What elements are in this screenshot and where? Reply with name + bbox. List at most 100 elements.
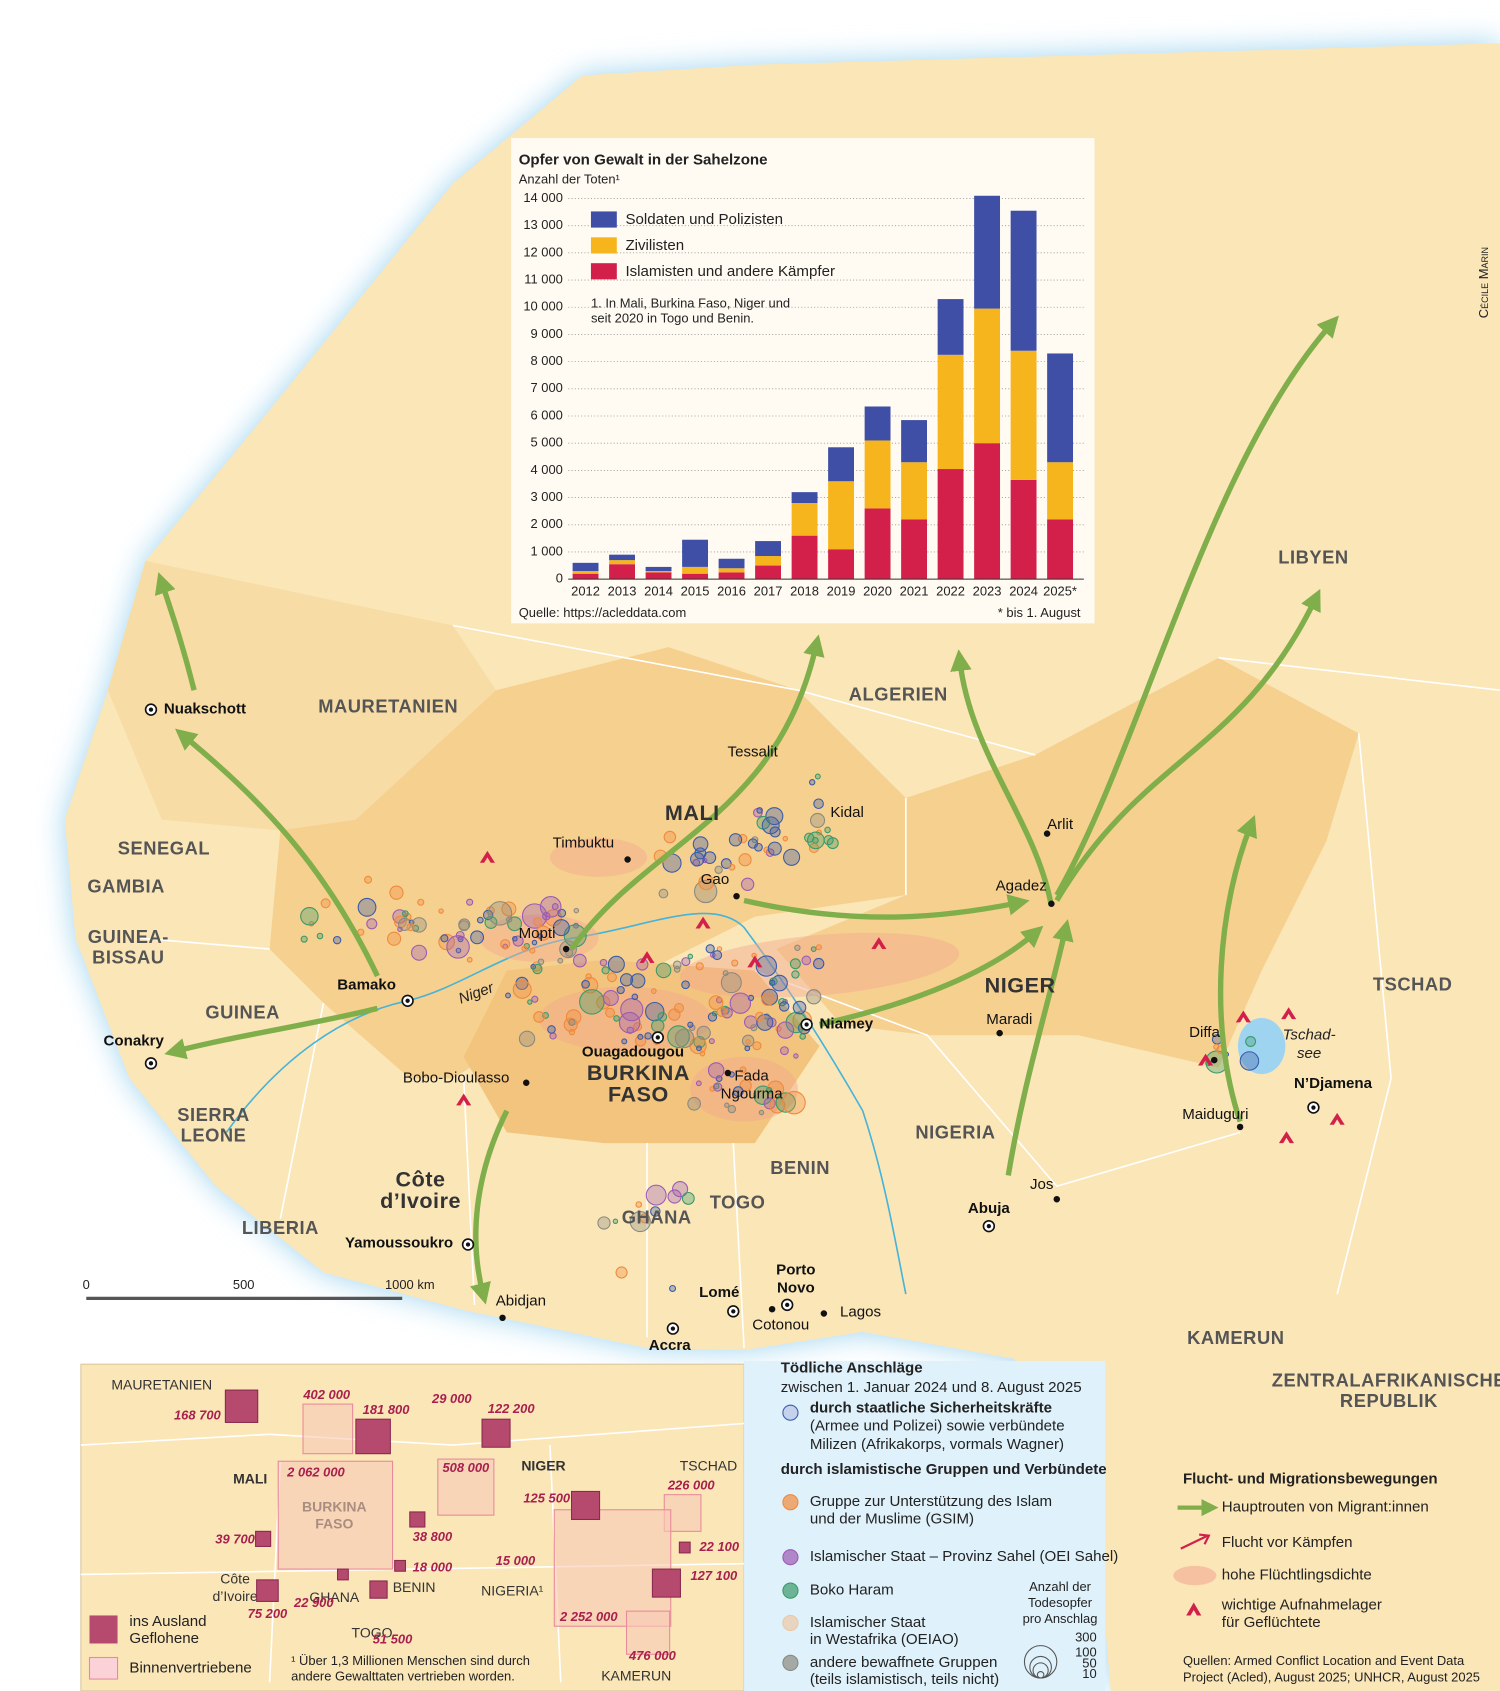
attack-dots [300,773,1260,1292]
y-tick-label: 12 000 [523,244,563,259]
city-label: N’Djamena [1294,1075,1373,1092]
attack-dot [708,995,724,1010]
attack-dot [612,1218,619,1224]
legend-text: Hauptrouten von Migrant:innen [1222,1499,1429,1516]
bar-segment [1047,462,1074,520]
attack-dot [613,1015,620,1022]
size-label: 50 [1082,1655,1096,1670]
inset-label: NIGER [521,1457,565,1473]
attack-dot [729,992,752,1014]
city-label: Fada [734,1067,769,1084]
internal-number: 476 000 [628,1648,677,1663]
legend-text: und der Muslime (GSIM) [810,1510,974,1527]
city-dot [1053,1195,1061,1203]
attack-dot [672,1181,689,1198]
y-tick-label: 8 000 [531,353,563,368]
internal-box [277,1460,394,1570]
country-label: ALGERIEN [849,683,948,704]
country-label: BISSAU [92,947,165,968]
bar-segment [609,564,635,580]
country-label: MAURETANIEN [318,695,458,716]
legend-swatch [590,211,617,228]
attack-dot [458,918,471,931]
attack-dot [739,1066,747,1074]
y-tick-label: 14 000 [523,190,563,205]
chart-footnote: * bis 1. August [998,605,1081,620]
bar-segment [864,406,891,441]
country-label: GUINEA- [88,926,169,947]
inset-label: d’Ivoire [213,1588,258,1604]
inset-footnote: andere Gewalttaten vertrieben worden. [291,1668,515,1683]
city-dot [1236,1123,1244,1131]
attack-dot [533,917,543,927]
bar-segment [937,469,964,580]
attack-dot [792,1000,807,1015]
bar-segment [718,568,745,573]
y-tick-label: 1 000 [531,543,563,558]
city-dot-center [670,1326,676,1331]
attack-dot [605,1007,616,1018]
attack-dot [708,1038,715,1045]
attack-dot [537,933,544,939]
attack-dot [551,903,559,910]
attack-dot [673,1002,685,1014]
bar-segment [682,539,708,567]
internal-number: 402 000 [302,1387,351,1402]
attack-dot [397,926,403,933]
attack-dot [696,1045,702,1052]
attack-dot [732,1086,744,1097]
attack-dot [1239,1051,1260,1071]
chart-note: seit 2020 in Togo und Benin. [591,311,754,326]
legend-dot [782,1404,799,1421]
attack-dot [300,935,308,943]
legend-text: Boko Haram [810,1582,894,1599]
country-label: REPUBLIK [1340,1390,1438,1411]
attack-dot [512,979,532,999]
attack-dot [521,945,528,952]
scale-label: 0 [83,1277,90,1292]
size-title: Todesopfer [1028,1595,1093,1610]
legend-title: Flucht- und Migrationsbewegungen [1183,1471,1438,1488]
attack-dot [446,935,470,959]
camp-icon [479,850,495,863]
attack-dot [389,885,404,900]
inset-label: TSCHAD [680,1457,738,1473]
city-label: Abuja [968,1200,1010,1217]
bar-segment [1047,353,1074,463]
inset: MAURETANIENMALIBURKINAFASONIGERTSCHADCôt… [88,1376,740,1684]
attack-dot [695,1080,702,1087]
inset-label: NIGERIA¹ [481,1582,544,1598]
city-dot [523,1079,530,1086]
country-label: d’Ivoire [380,1188,461,1213]
city-label: Maradi [986,1011,1032,1028]
bar-segment [828,481,855,550]
attack-dot [814,773,821,780]
y-tick-label: 6 000 [531,407,563,422]
legend-subtitle: zwischen 1. Januar 2024 und 8. August 20… [781,1379,1082,1396]
x-tick-label: 2021 [900,584,929,599]
abroad-box [255,1530,272,1547]
legend-label: Zivilisten [625,237,684,254]
legend-text: durch staatliche Sicherheitskräfte [810,1399,1052,1416]
attack-dot [547,1025,556,1034]
internal-number: 2 062 000 [286,1465,345,1480]
bar-segment [1010,210,1037,351]
attack-dot [669,1284,677,1292]
internal-number: 508 000 [442,1460,490,1475]
legend-dot [782,1549,799,1566]
attack-dot [782,1090,806,1115]
attack-dot [782,835,789,842]
country-label: LIBERIA [242,1217,319,1238]
attack-dot [455,947,462,954]
city-label: Ngourma [721,1086,784,1103]
attack-dot [417,898,425,906]
attack-dot [1213,1043,1220,1050]
camp-icon [1329,1112,1345,1125]
attack-dot [687,953,694,960]
city-dot [733,892,740,900]
chart: Opfer von Gewalt in der Sahelzone Anzahl … [519,152,1084,620]
legend-swatch [590,263,617,280]
attack-dot [537,958,545,965]
legend-dot [782,1494,799,1511]
abroad-box [409,1511,426,1528]
